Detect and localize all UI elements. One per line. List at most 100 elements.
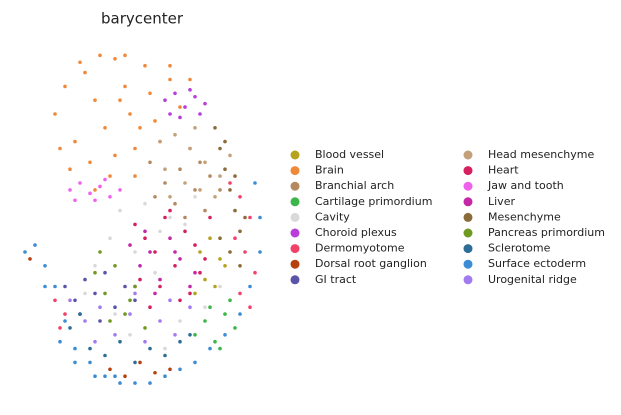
point (233, 236, 237, 240)
point (93, 98, 97, 102)
point (183, 229, 187, 234)
point (83, 291, 87, 296)
legend-marker (290, 166, 300, 176)
point (93, 188, 97, 192)
point (128, 298, 132, 303)
point (63, 312, 67, 316)
point (168, 77, 172, 82)
point (103, 353, 107, 358)
point (93, 270, 97, 275)
point (168, 298, 172, 303)
point (153, 270, 157, 275)
point (163, 346, 167, 351)
point (103, 177, 107, 182)
point (198, 270, 202, 275)
point (193, 333, 197, 337)
legend-marker (290, 259, 300, 269)
point (93, 264, 97, 268)
point (198, 250, 202, 254)
legend-label: Cartilage primordium (315, 195, 432, 208)
point (88, 160, 92, 165)
point (238, 229, 242, 234)
legend-label: Branchial arch (315, 179, 394, 192)
point (148, 346, 152, 351)
point (113, 312, 117, 316)
point (143, 201, 147, 206)
point (98, 305, 102, 310)
point (193, 291, 197, 296)
point (243, 215, 247, 220)
legend-label: Cavity (315, 210, 350, 223)
point (98, 184, 102, 189)
point (133, 298, 137, 303)
point (158, 229, 162, 234)
point (178, 257, 182, 261)
legend-label: Urogenital ridge (488, 273, 577, 286)
point (203, 277, 207, 282)
point (113, 57, 117, 61)
legend-marker (463, 181, 473, 191)
point (53, 112, 57, 116)
point (43, 284, 47, 289)
point (68, 326, 72, 330)
point (103, 270, 107, 275)
point (78, 312, 82, 316)
point (208, 236, 212, 240)
point (128, 333, 132, 337)
point (208, 174, 212, 178)
point (183, 222, 187, 227)
point (148, 250, 152, 254)
point (213, 126, 217, 130)
point (173, 132, 177, 137)
point (198, 188, 202, 192)
point (223, 167, 227, 171)
point (243, 250, 247, 254)
point (133, 381, 137, 385)
point (163, 353, 167, 358)
legend-label: Surface ectoderm (488, 257, 586, 270)
point (188, 77, 192, 82)
legend-label: Brain (315, 164, 344, 177)
point (138, 277, 142, 282)
point (173, 250, 177, 254)
legend-label: Heart (488, 164, 519, 177)
point (33, 243, 37, 247)
point (78, 60, 82, 65)
legend-marker (290, 181, 300, 191)
point (113, 333, 117, 337)
point (73, 360, 77, 365)
point (153, 195, 157, 199)
point (203, 319, 207, 323)
legend-label: Blood vessel (315, 148, 384, 161)
point (178, 367, 182, 372)
point (168, 367, 172, 372)
point (53, 284, 57, 289)
point (118, 98, 122, 102)
legend-marker (463, 197, 473, 207)
point (218, 146, 222, 151)
point (248, 305, 252, 310)
point (218, 284, 222, 289)
point (133, 291, 137, 296)
point (258, 215, 262, 220)
point (193, 188, 197, 192)
legend-marker (463, 150, 473, 160)
point (193, 360, 197, 365)
legend-label: Dorsal root ganglion (315, 257, 427, 270)
point (73, 198, 77, 203)
point (193, 243, 197, 247)
point (108, 319, 112, 323)
legend-marker (463, 166, 473, 176)
point (93, 374, 97, 379)
point (138, 126, 142, 130)
point (173, 264, 177, 268)
legend-marker (290, 197, 300, 207)
point (123, 284, 127, 289)
point (93, 339, 97, 344)
point (23, 250, 27, 254)
point (88, 360, 92, 365)
point (228, 153, 232, 158)
point (163, 374, 167, 379)
chart-title: barycenter (101, 10, 184, 28)
point (193, 195, 197, 199)
